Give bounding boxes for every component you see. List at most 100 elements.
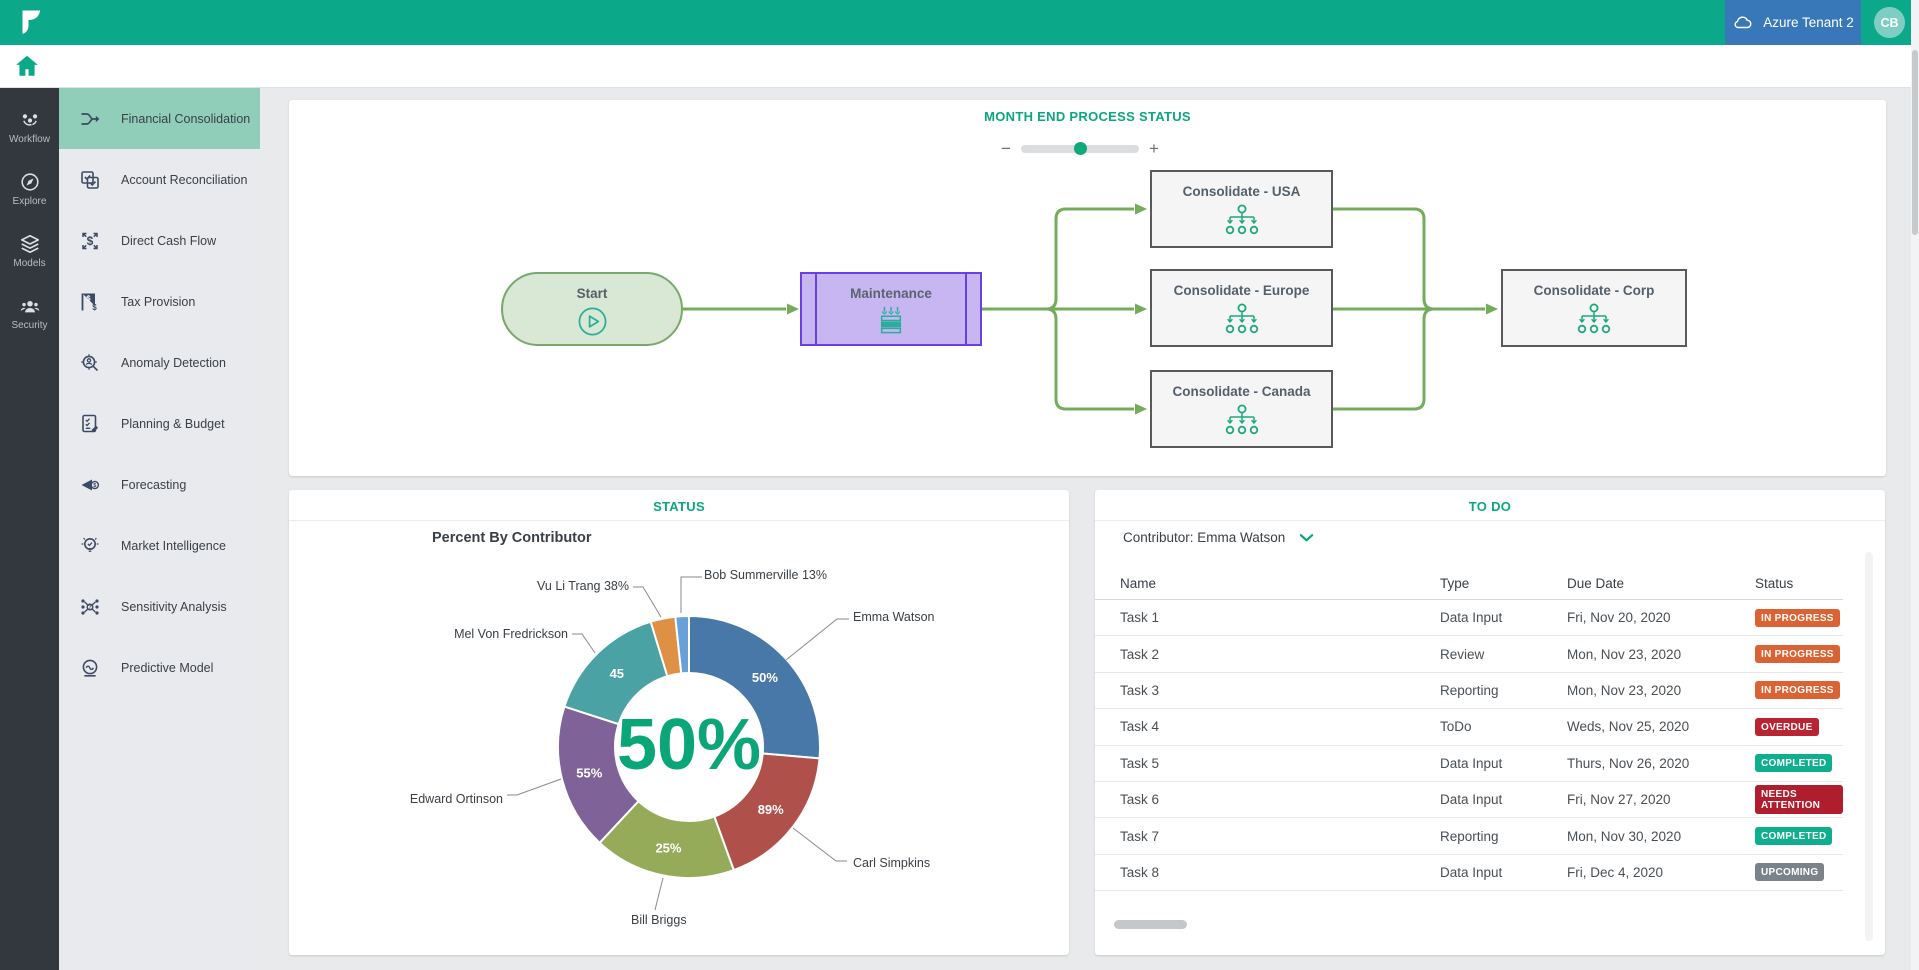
donut-slice-bob-summerville[interactable]: [674, 614, 690, 675]
todo-panel-title: TO DO: [1468, 499, 1512, 514]
top-bar: Azure Tenant 2 CB: [0, 0, 1919, 45]
table-row-task-7[interactable]: Task 7 Reporting Mon, Nov 30, 2020 COMPLETE…: [1095, 818, 1843, 855]
task-name: Task 6: [1120, 792, 1160, 808]
flow-node-consolidate-europe[interactable]: Consolidate - Europe: [1150, 269, 1333, 347]
reconciliation-icon: [79, 169, 101, 191]
sidebar-item-direct-cash-flow[interactable]: $ Direct Cash Flow: [59, 210, 260, 271]
callout-leader-line: [792, 827, 847, 862]
nav-row: [0, 45, 1919, 88]
zoom-slider-handle[interactable]: [1073, 142, 1087, 155]
status-badge: NEEDS ATTENTION: [1755, 785, 1843, 815]
sidebar-item-label: Tax Provision: [121, 294, 196, 309]
status-badge: COMPLETED: [1755, 754, 1833, 773]
task-due-date: Fri, Nov 20, 2020: [1567, 610, 1671, 626]
contributor-dropdown[interactable]: Contributor: Emma Watson: [1123, 530, 1314, 545]
maintenance-icon: [880, 306, 902, 334]
sidebar-item-security[interactable]: Security: [0, 282, 59, 344]
node-label: Consolidate - Europe: [1173, 283, 1310, 298]
table-scrollbar-track[interactable]: [1865, 552, 1873, 941]
market-icon: [79, 535, 101, 557]
node-label: Start: [576, 286, 608, 301]
sidebar-item-label: Workflow: [9, 134, 50, 145]
sidebar-item-anomaly-detection[interactable]: Anomaly Detection: [59, 332, 260, 393]
sidebar-item-tax-provision[interactable]: $ $ Tax Provision: [59, 271, 260, 332]
table-row-task-2[interactable]: Task 2 Review Mon, Nov 23, 2020 IN PROGRESS: [1095, 636, 1843, 673]
task-due-date: Weds, Nov 25, 2020: [1567, 719, 1690, 735]
column-header-name: Name: [1120, 576, 1157, 591]
svg-text:$: $: [87, 234, 94, 248]
sidebar-item-predictive-model[interactable]: Predictive Model: [59, 637, 260, 698]
zoom-slider[interactable]: [1020, 142, 1139, 155]
callout-label-mel-von-fredrickson: Mel Von Fredrickson: [454, 627, 568, 641]
callout-label-carl-simpkins: Carl Simpkins: [853, 856, 931, 870]
sidebar-item-financial-consolidation[interactable]: Financial Consolidation: [59, 88, 260, 149]
status-badge: IN PROGRESS: [1755, 681, 1840, 700]
sidebar-item-forecasting[interactable]: $ Forecasting: [59, 454, 260, 515]
table-row-task-4[interactable]: Task 4 ToDo Weds, Nov 25, 2020 OVERDUE: [1095, 709, 1843, 746]
sidebar-item-planning-budget[interactable]: Planning & Budget: [59, 393, 260, 454]
app-logo-icon: [22, 10, 40, 34]
callout-leader-line: [680, 576, 702, 613]
callout-leader-line: [507, 778, 562, 796]
todo-panel: TO DO Contributor: Emma Watson Name Type D…: [1095, 490, 1885, 955]
models-icon: [20, 234, 39, 254]
slice-value-label: 89%: [758, 802, 784, 817]
status-badge: IN PROGRESS: [1755, 645, 1840, 664]
flow-node-maintenance[interactable]: Maintenance: [800, 272, 982, 346]
task-type: Review: [1440, 646, 1485, 662]
page-scrollbar-track[interactable]: [1911, 0, 1919, 970]
sidebar-item-label: Explore: [12, 196, 47, 207]
sidebar-item-workflow[interactable]: Workflow: [0, 96, 59, 158]
task-type: Data Input: [1440, 792, 1503, 808]
task-type: Data Input: [1440, 864, 1503, 880]
month-end-process-panel: MONTH END PROCESS STATUS − + Start: [289, 100, 1886, 476]
divider: [289, 520, 1069, 521]
zoom-out-button[interactable]: −: [1001, 139, 1011, 158]
home-icon[interactable]: [14, 54, 40, 78]
sidebar-item-label: Forecasting: [121, 477, 187, 492]
sidebar-item-label: Sensitivity Analysis: [121, 599, 227, 614]
table-row-task-1[interactable]: Task 1 Data Input Fri, Nov 20, 2020 IN PROG…: [1095, 600, 1843, 637]
flow-node-consolidate-canada[interactable]: Consolidate - Canada: [1150, 370, 1333, 448]
sidebar-item-label: Planning & Budget: [121, 416, 225, 431]
table-row-task-5[interactable]: Task 5 Data Input Thurs, Nov 26, 2020 COMPL…: [1095, 746, 1843, 782]
task-type: Reporting: [1440, 828, 1499, 844]
todo-table-header: Name Type Due Date Status: [1095, 568, 1843, 600]
tax-icon: $ $: [79, 291, 101, 313]
callout-leader-line: [633, 586, 662, 618]
donut-center-value: 50%: [616, 705, 762, 785]
page-scrollbar-thumb[interactable]: [1912, 50, 1918, 235]
horizontal-scrollbar-thumb[interactable]: [1114, 920, 1187, 929]
svg-text:$: $: [86, 293, 91, 302]
task-due-date: Mon, Nov 30, 2020: [1567, 828, 1682, 844]
sidebar-item-account-reconciliation[interactable]: Account Reconciliation: [59, 149, 260, 210]
sidebar-item-sensitivity-analysis[interactable]: ? Sensitivity Analysis: [59, 576, 260, 637]
sidebar-item-models[interactable]: Models: [0, 220, 59, 282]
zoom-in-button[interactable]: +: [1148, 139, 1159, 158]
process-panel-title: MONTH END PROCESS STATUS: [984, 109, 1191, 124]
table-row-task-3[interactable]: Task 3 Reporting Mon, Nov 23, 2020 IN PROGR…: [1095, 673, 1843, 710]
tenant-button[interactable]: Azure Tenant 2: [1725, 0, 1861, 45]
avatar[interactable]: CB: [1874, 7, 1905, 38]
flow-node-consolidate-corp[interactable]: Consolidate - Corp: [1501, 269, 1687, 347]
task-type: Data Input: [1440, 755, 1503, 771]
donut-slice-emma-watson[interactable]: [688, 614, 821, 760]
status-badge: OVERDUE: [1755, 717, 1819, 736]
hierarchy-icon: [1225, 303, 1258, 334]
flow-node-consolidate-usa[interactable]: Consolidate - USA: [1150, 170, 1333, 248]
task-due-date: Thurs, Nov 26, 2020: [1567, 755, 1690, 771]
sidebar-item-explore[interactable]: Explore: [0, 158, 59, 220]
task-due-date: Mon, Nov 23, 2020: [1567, 682, 1682, 698]
status-badge: UPCOMING: [1755, 863, 1825, 882]
hierarchy-icon: [1577, 303, 1611, 334]
divider: [1095, 520, 1885, 521]
callout-label-emma-watson: Emma Watson: [853, 610, 935, 624]
diagram-zoom-control: − +: [1001, 140, 1159, 157]
sidebar-item-label: Anomaly Detection: [121, 355, 226, 370]
table-row-task-6[interactable]: Task 6 Data Input Fri, Nov 27, 2020 NEEDS A…: [1095, 782, 1843, 819]
flow-node-start[interactable]: Start: [501, 272, 683, 346]
chart-title: Percent By Contributor: [432, 530, 592, 546]
table-row-task-8[interactable]: Task 8 Data Input Fri, Dec 4, 2020 UPCOMING: [1095, 855, 1843, 892]
sidebar-item-market-intelligence[interactable]: Market Intelligence: [59, 515, 260, 576]
task-name: Task 2: [1120, 646, 1160, 662]
